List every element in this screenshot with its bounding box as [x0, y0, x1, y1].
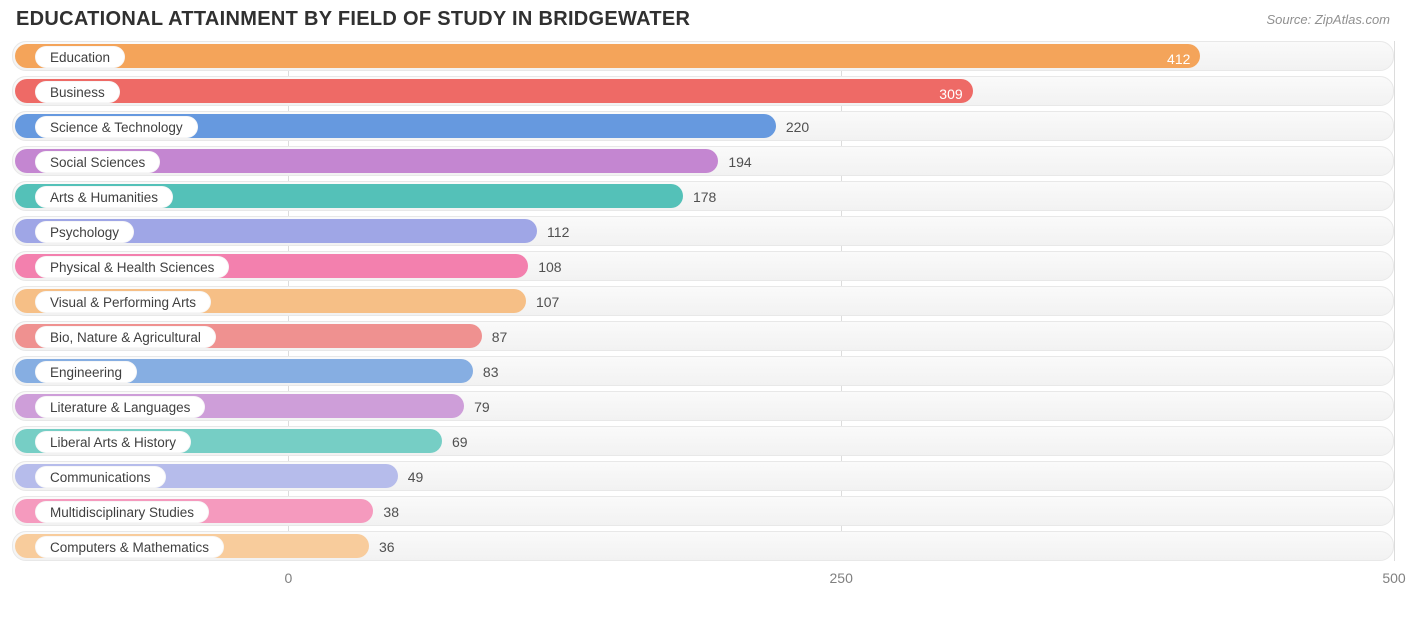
bar-value-label: 87 — [492, 322, 508, 350]
bar-row: Bio, Nature & Agricultural 87 — [12, 321, 1394, 351]
bar-category-label: Computers & Mathematics — [35, 536, 224, 558]
bar-row: Computers & Mathematics 36 — [12, 531, 1394, 561]
bar-value-label: 79 — [474, 392, 490, 420]
bar-value-label: 107 — [536, 287, 559, 315]
bar-category-label: Bio, Nature & Agricultural — [35, 326, 216, 348]
bar-category-label: Social Sciences — [35, 151, 160, 173]
bar-category-label: Psychology — [35, 221, 134, 243]
bar-row: Arts & Humanities 178 — [12, 181, 1394, 211]
bar-value-label: 108 — [538, 252, 561, 280]
chart-header: EDUCATIONAL ATTAINMENT BY FIELD OF STUDY… — [0, 0, 1406, 35]
axis-tick-label: 0 — [284, 570, 292, 586]
bar-category-label: Business — [35, 81, 120, 103]
axis-tick-label: 250 — [830, 570, 853, 586]
bar-value-label: 112 — [547, 217, 569, 245]
bar-category-label: Communications — [35, 466, 166, 488]
bar-value-label: 69 — [452, 427, 468, 455]
bar-value-label: 194 — [728, 147, 751, 175]
axis-tick-label: 500 — [1382, 570, 1405, 586]
bar-category-label: Arts & Humanities — [35, 186, 173, 208]
bar-row: Communications 49 — [12, 461, 1394, 491]
chart-source: Source: ZipAtlas.com — [1266, 12, 1390, 27]
bar-row: Engineering 83 — [12, 356, 1394, 386]
bar-category-label: Liberal Arts & History — [35, 431, 191, 453]
bar-row: Psychology 112 — [12, 216, 1394, 246]
chart-x-axis: 0250500 — [12, 566, 1394, 594]
bar-value-label: 178 — [693, 182, 716, 210]
bar-row: Social Sciences 194 — [12, 146, 1394, 176]
bar-value-label: 220 — [786, 112, 809, 140]
bar-fill: 309 — [15, 79, 973, 103]
bar-category-label: Physical & Health Sciences — [35, 256, 229, 278]
bar-row: Multidisciplinary Studies 38 — [12, 496, 1394, 526]
chart-title: EDUCATIONAL ATTAINMENT BY FIELD OF STUDY… — [16, 8, 690, 31]
chart-bars-container: 412 Education 309 Business Science & Technol… — [12, 41, 1394, 561]
bar-category-label: Literature & Languages — [35, 396, 205, 418]
bar-category-label: Education — [35, 46, 125, 68]
bar-row: Physical & Health Sciences 108 — [12, 251, 1394, 281]
bar-row: Science & Technology 220 — [12, 111, 1394, 141]
bar-category-label: Science & Technology — [35, 116, 198, 138]
bar-row: Visual & Performing Arts 107 — [12, 286, 1394, 316]
bar-row: Liberal Arts & History 69 — [12, 426, 1394, 456]
grid-line — [1394, 41, 1395, 561]
bar-value-label: 36 — [379, 532, 395, 560]
bar-value-label: 38 — [383, 497, 399, 525]
bar-category-label: Visual & Performing Arts — [35, 291, 211, 313]
bar-value-label: 412 — [1167, 44, 1190, 68]
bar-category-label: Engineering — [35, 361, 137, 383]
chart-plot-area: 412 Education 309 Business Science & Technol… — [0, 35, 1406, 561]
bar-row: 412 Education — [12, 41, 1394, 71]
bar-category-label: Multidisciplinary Studies — [35, 501, 209, 523]
bar-fill: 412 — [15, 44, 1200, 68]
bar-row: 309 Business — [12, 76, 1394, 106]
bar-value-label: 309 — [939, 79, 962, 103]
bar-value-label: 83 — [483, 357, 499, 385]
bar-value-label: 49 — [408, 462, 424, 490]
bar-row: Literature & Languages 79 — [12, 391, 1394, 421]
